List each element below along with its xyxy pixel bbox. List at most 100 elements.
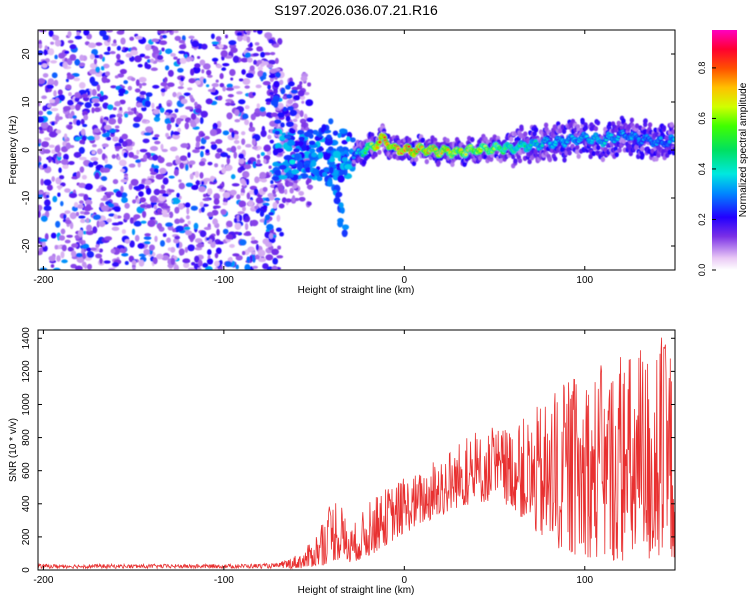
signal-halo (377, 149, 382, 155)
noise-speckle (89, 53, 95, 60)
noise-speckle (197, 55, 201, 60)
noise-speckle (53, 90, 57, 97)
noise-speckle (285, 198, 292, 203)
noise-speckle (234, 119, 241, 123)
transition-mark (275, 71, 281, 79)
noise-speckle (217, 185, 223, 189)
noise-speckle (75, 252, 84, 258)
noise-speckle (214, 163, 219, 168)
noise-speckle (46, 184, 53, 191)
noise-speckle (82, 252, 86, 260)
noise-speckle (80, 118, 85, 125)
signal-halo (664, 135, 669, 141)
noise-speckle (241, 250, 246, 256)
noise-speckle (264, 214, 271, 221)
noise-speckle (270, 51, 276, 56)
noise-speckle (104, 158, 108, 164)
transition-mark (329, 166, 334, 174)
noise-speckle (78, 81, 86, 89)
noise-speckle (151, 38, 160, 43)
colorbar-tick-label: 0.0 (697, 264, 707, 277)
noise-speckle (83, 194, 89, 202)
noise-speckle (119, 68, 127, 75)
transition-mark (306, 117, 314, 122)
noise-speckle (111, 154, 116, 159)
noise-speckle (246, 178, 250, 186)
noise-speckle (198, 161, 206, 167)
noise-speckle (74, 92, 81, 98)
noise-speckle (221, 67, 227, 71)
noise-speckle (178, 182, 185, 190)
signal-halo (669, 122, 674, 128)
noise-speckle (46, 110, 53, 115)
signal-halo (414, 156, 419, 162)
noise-speckle (166, 123, 172, 131)
noise-speckle (47, 48, 55, 56)
noise-speckle (226, 83, 234, 89)
signal-halo (420, 137, 425, 143)
x-tick-label: -200 (33, 275, 53, 286)
noise-speckle (118, 88, 126, 95)
noise-speckle (194, 108, 202, 114)
noise-speckle (236, 31, 243, 36)
noise-speckle (84, 183, 93, 191)
noise-speckle (244, 85, 250, 89)
noise-speckle (55, 177, 62, 185)
noise-speckle (265, 241, 273, 248)
noise-speckle (101, 76, 108, 84)
noise-speckle (277, 245, 282, 250)
noise-speckle (124, 239, 131, 244)
noise-speckle (300, 119, 306, 123)
noise-speckle (176, 117, 182, 125)
colorbar-tick-label: 0.2 (697, 213, 707, 226)
transition-mark (277, 112, 285, 118)
noise-speckle (173, 264, 179, 270)
noise-speckle (264, 197, 271, 202)
noise-speckle (271, 248, 279, 256)
noise-speckle (254, 42, 260, 46)
signal-track-mark (464, 153, 468, 156)
noise-speckle (152, 84, 160, 89)
noise-speckle (117, 156, 121, 161)
noise-speckle (269, 195, 275, 201)
noise-speckle (179, 162, 185, 169)
noise-speckle (250, 239, 259, 244)
noise-speckle (93, 102, 100, 107)
noise-speckle (99, 30, 107, 37)
noise-speckle (186, 57, 191, 63)
noise-speckle (168, 175, 175, 179)
signal-halo (470, 137, 475, 143)
noise-speckle (55, 115, 60, 122)
noise-speckle (238, 78, 244, 82)
noise-speckle (307, 185, 313, 190)
noise-speckle (170, 246, 176, 253)
noise-speckle (38, 110, 44, 116)
noise-speckle (71, 176, 78, 180)
noise-speckle (252, 265, 258, 269)
noise-speckle (60, 251, 65, 259)
noise-speckle (297, 89, 305, 97)
noise-speckle (246, 192, 251, 200)
noise-speckle (120, 185, 124, 193)
noise-speckle (116, 30, 125, 35)
x-tick-label: 100 (576, 275, 593, 286)
noise-speckle (236, 91, 243, 95)
noise-speckle (88, 162, 94, 168)
noise-speckle (152, 136, 159, 141)
transition-mark (290, 89, 298, 94)
descending-branch-mark (335, 191, 343, 198)
noise-speckle (73, 77, 81, 82)
noise-speckle (158, 189, 167, 194)
signal-halo (617, 147, 622, 153)
noise-speckle (152, 50, 161, 54)
noise-speckle (212, 86, 216, 93)
noise-speckle (260, 129, 267, 138)
noise-speckle (230, 77, 234, 81)
noise-speckle (113, 214, 118, 220)
noise-speckle (305, 179, 310, 186)
noise-speckle (257, 66, 263, 71)
noise-speckle (112, 136, 119, 142)
noise-speckle (118, 159, 127, 167)
noise-speckle (137, 63, 143, 68)
noise-speckle (120, 178, 128, 183)
